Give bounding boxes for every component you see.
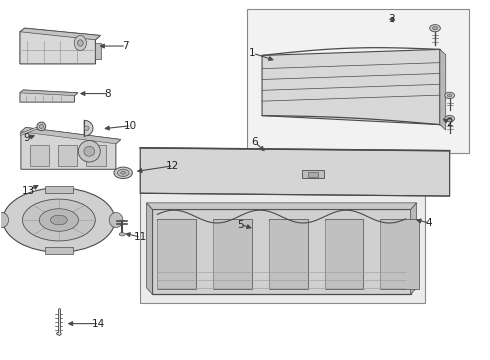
Polygon shape [262,49,440,125]
Text: 3: 3 [388,14,394,23]
Ellipse shape [430,24,441,32]
Ellipse shape [3,188,115,252]
Ellipse shape [23,199,95,241]
Bar [140,162,425,303]
Text: 5: 5 [237,220,244,230]
Ellipse shape [39,209,78,231]
Ellipse shape [445,116,455,122]
Bar [269,219,308,289]
Polygon shape [84,120,93,136]
Bar [86,145,106,166]
Ellipse shape [109,212,123,228]
Text: 9: 9 [24,133,30,143]
Polygon shape [152,209,411,294]
Polygon shape [20,90,78,96]
Ellipse shape [37,122,46,131]
Ellipse shape [447,94,452,97]
Ellipse shape [77,40,83,46]
Polygon shape [411,203,416,294]
Text: 11: 11 [134,232,147,242]
Text: 8: 8 [104,89,111,99]
Polygon shape [140,148,450,196]
Text: 2: 2 [446,118,453,128]
Polygon shape [440,49,446,130]
Polygon shape [20,28,100,64]
Ellipse shape [50,215,67,225]
Text: 7: 7 [122,41,129,51]
Ellipse shape [114,167,132,179]
Polygon shape [21,127,121,169]
Ellipse shape [78,140,100,162]
Ellipse shape [39,124,44,129]
Polygon shape [21,127,121,144]
Bar [45,247,73,254]
Ellipse shape [84,126,89,130]
Ellipse shape [117,169,129,176]
Ellipse shape [119,233,125,236]
Polygon shape [20,90,78,102]
Polygon shape [20,28,100,40]
Ellipse shape [0,212,8,228]
Bar [30,145,49,166]
Bar [157,219,196,289]
Bar [58,145,77,166]
Ellipse shape [433,27,438,30]
Text: 1: 1 [249,48,256,58]
Ellipse shape [74,36,86,50]
Ellipse shape [84,146,95,156]
Text: 12: 12 [166,161,179,171]
Ellipse shape [56,332,61,335]
Bar [213,219,252,289]
Bar [96,43,101,59]
Polygon shape [147,203,152,294]
Text: 6: 6 [251,138,258,148]
Bar [247,9,469,153]
Bar [380,219,419,289]
Ellipse shape [445,92,455,99]
Bar [308,171,318,176]
Ellipse shape [121,171,125,174]
Polygon shape [147,203,416,209]
Text: 10: 10 [124,121,137,131]
Bar [302,170,324,178]
Text: 4: 4 [426,218,433,228]
Text: 14: 14 [92,319,105,329]
Bar [324,219,364,289]
Bar [45,185,73,193]
Ellipse shape [447,117,452,120]
Text: 13: 13 [22,186,35,196]
